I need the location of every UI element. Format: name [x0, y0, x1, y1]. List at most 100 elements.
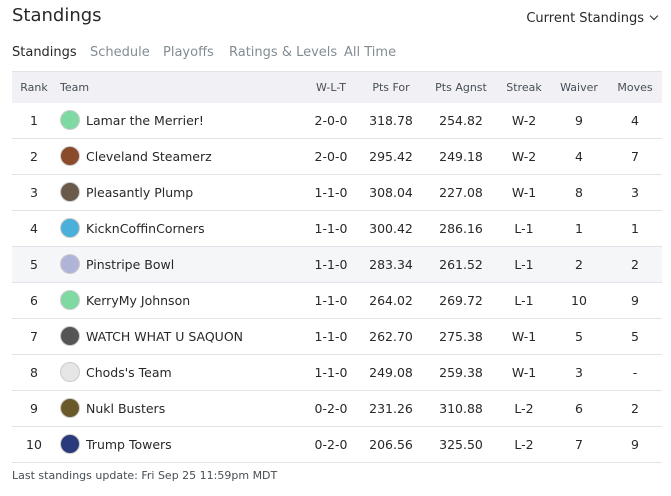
table-row[interactable] [12, 355, 662, 391]
table-cell: 269.72 [439, 293, 483, 308]
table-cell: 2 [631, 257, 639, 272]
table-cell: 5 [575, 329, 583, 344]
table-row[interactable] [12, 247, 662, 283]
last-update: Last standings update: Fri Sep 25 11:59p… [12, 469, 278, 482]
table-cell: 262.70 [369, 329, 413, 344]
table-cell: 300.42 [369, 221, 413, 236]
table-row[interactable] [12, 139, 662, 175]
table-cell: 6 [30, 293, 38, 308]
tab[interactable]: Standings [12, 45, 77, 60]
table-cell: 2 [575, 257, 583, 272]
table-cell: 283.34 [369, 257, 413, 272]
table-cell: 5 [30, 257, 38, 272]
table-cell: 1 [631, 221, 639, 236]
table-cell: 261.52 [439, 257, 483, 272]
table-cell: 295.42 [369, 149, 413, 164]
table-cell: 1-1-0 [314, 185, 348, 200]
table-cell: W-2 [511, 113, 537, 128]
table-cell: 9 [631, 437, 639, 452]
table-row[interactable] [12, 175, 662, 211]
team-name[interactable]: Cleveland Steamerz [86, 149, 212, 164]
table-cell: 310.88 [439, 401, 483, 416]
team-name[interactable]: Chods's Team [86, 365, 172, 380]
team-avatar [60, 146, 80, 166]
team-name[interactable]: WATCH WHAT U SAQUON [86, 329, 244, 344]
table-cell: 3 [575, 365, 583, 380]
table-cell: 5 [631, 329, 639, 344]
table-cell: 3 [631, 185, 639, 200]
table-row[interactable] [12, 211, 662, 247]
table-cell: L-2 [514, 437, 534, 452]
table-cell: 4 [631, 113, 639, 128]
table-row[interactable] [12, 283, 662, 319]
tab[interactable]: All Time [344, 45, 397, 60]
table-cell: W-1 [511, 185, 537, 200]
table-row[interactable] [12, 391, 662, 427]
team-name[interactable]: Pinstripe Bowl [86, 257, 175, 272]
team-avatar [60, 182, 80, 202]
table-cell: 1 [575, 221, 583, 236]
table-cell: 1-1-0 [314, 257, 348, 272]
table-cell: L-1 [514, 293, 534, 308]
standings-dropdown[interactable]: Current Standings [526, 11, 657, 26]
tab[interactable]: Playoffs [163, 45, 214, 60]
table-cell: 2-0-0 [314, 149, 348, 164]
table-row[interactable] [12, 427, 662, 463]
team-avatar [60, 218, 80, 238]
table-cell: 9 [575, 113, 583, 128]
column-header: Moves [617, 81, 653, 94]
table-cell: W-1 [511, 365, 537, 380]
table-row[interactable] [12, 103, 662, 139]
team-name[interactable]: Lamar the Merrier! [86, 113, 204, 128]
team-avatar [60, 110, 80, 130]
table-cell: 2-0-0 [314, 113, 348, 128]
table-cell: 264.02 [369, 293, 413, 308]
table-cell: 231.26 [369, 401, 413, 416]
table-row[interactable] [12, 319, 662, 355]
table-cell: 4 [575, 149, 583, 164]
table-cell: L-2 [514, 401, 534, 416]
column-header: Pts For [372, 81, 410, 94]
column-header: Streak [506, 81, 542, 94]
team-name[interactable]: KerryMy Johnson [86, 293, 191, 308]
team-name[interactable]: Trump Towers [86, 437, 172, 452]
table-cell: 325.50 [439, 437, 483, 452]
table-cell: 8 [575, 185, 583, 200]
page-title: Standings [12, 5, 102, 26]
table-cell: 7 [631, 149, 639, 164]
team-name[interactable]: KicknCoffinCorners [86, 221, 205, 236]
team-avatar [60, 362, 80, 382]
tab[interactable]: Schedule [90, 45, 150, 60]
team-avatar [60, 290, 80, 310]
table-cell: 10 [26, 437, 42, 452]
team-avatar [60, 398, 80, 418]
table-cell: 2 [30, 149, 38, 164]
column-header: W-L-T [315, 81, 347, 94]
table-cell: L-1 [514, 221, 534, 236]
table-header [12, 71, 662, 103]
column-header: Pts Agnst [435, 81, 487, 94]
table-cell: 286.16 [439, 221, 483, 236]
column-header: Waiver [560, 81, 598, 94]
table-cell: 318.78 [369, 113, 413, 128]
table-cell: 7 [30, 329, 38, 344]
table-cell: 249.18 [439, 149, 483, 164]
table-cell: 10 [571, 293, 587, 308]
table-cell: 2 [631, 401, 639, 416]
column-header: Team [60, 81, 90, 94]
table-cell: 1-1-0 [314, 221, 348, 236]
table-cell: L-1 [514, 257, 534, 272]
table-cell: 275.38 [439, 329, 483, 344]
team-name[interactable]: Nukl Busters [86, 401, 166, 416]
table-cell: 6 [575, 401, 583, 416]
table-cell: 249.08 [369, 365, 413, 380]
table-cell: 9 [631, 293, 639, 308]
table-cell: 0-2-0 [314, 401, 348, 416]
column-header: Rank [20, 81, 48, 94]
table-cell: - [632, 365, 638, 380]
table-cell: 1-1-0 [314, 329, 348, 344]
tab[interactable]: Ratings & Levels [229, 45, 338, 60]
table-cell: 308.04 [369, 185, 413, 200]
table-cell: 254.82 [439, 113, 483, 128]
team-name[interactable]: Pleasantly Plump [86, 185, 194, 200]
